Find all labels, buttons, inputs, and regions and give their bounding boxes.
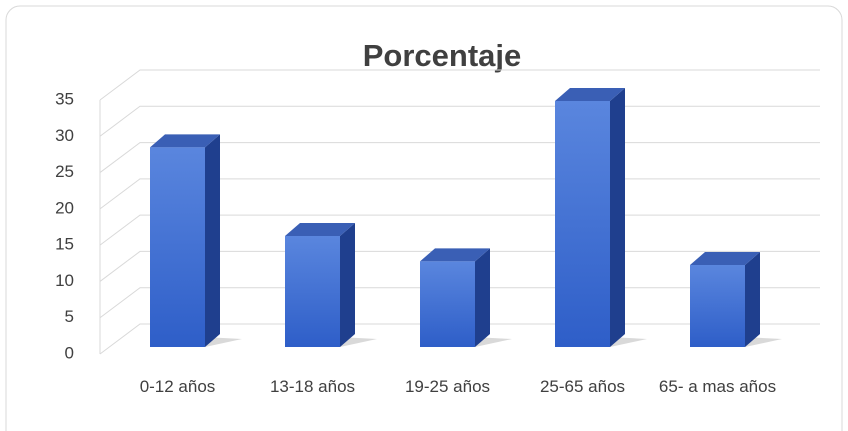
bar: [150, 134, 220, 347]
bar-front: [690, 264, 745, 347]
y-tick-label: 10: [55, 271, 74, 290]
chart-title: Porcentaje: [363, 38, 522, 73]
bar-top: [555, 87, 625, 101]
x-tick-label: 19-25 años: [404, 377, 491, 396]
bar-side: [205, 134, 220, 347]
bar: [690, 251, 760, 347]
bar: [555, 87, 625, 348]
x-tick-label: 13-18 años: [269, 377, 356, 396]
y-tick-label: 30: [55, 126, 74, 145]
y-tick-label: 15: [55, 235, 74, 254]
x-tick-label: 65- a mas años: [658, 377, 777, 396]
bar-front: [555, 100, 610, 348]
bar-side: [475, 248, 490, 347]
bar-front: [150, 147, 205, 347]
bar-top: [150, 134, 220, 148]
x-tick-label: 0-12 años: [139, 377, 216, 396]
bar-side: [340, 222, 355, 347]
y-tick-label: 5: [65, 307, 74, 326]
bar-side: [745, 251, 760, 347]
bar: [285, 222, 355, 347]
y-tick-label: 25: [55, 162, 74, 181]
bar-side: [610, 87, 625, 348]
bar-top: [690, 251, 760, 265]
bar-front: [285, 235, 340, 347]
y-tick-label: 20: [55, 198, 74, 217]
bar: [420, 248, 490, 347]
y-tick-label: 0: [65, 343, 74, 362]
y-tick-label: 35: [55, 89, 74, 108]
grid-line: [99, 69, 820, 101]
bar-top: [285, 222, 355, 236]
bar-front: [420, 261, 475, 347]
x-tick-label: 25-65 años: [539, 377, 626, 396]
bar-top: [420, 248, 490, 262]
